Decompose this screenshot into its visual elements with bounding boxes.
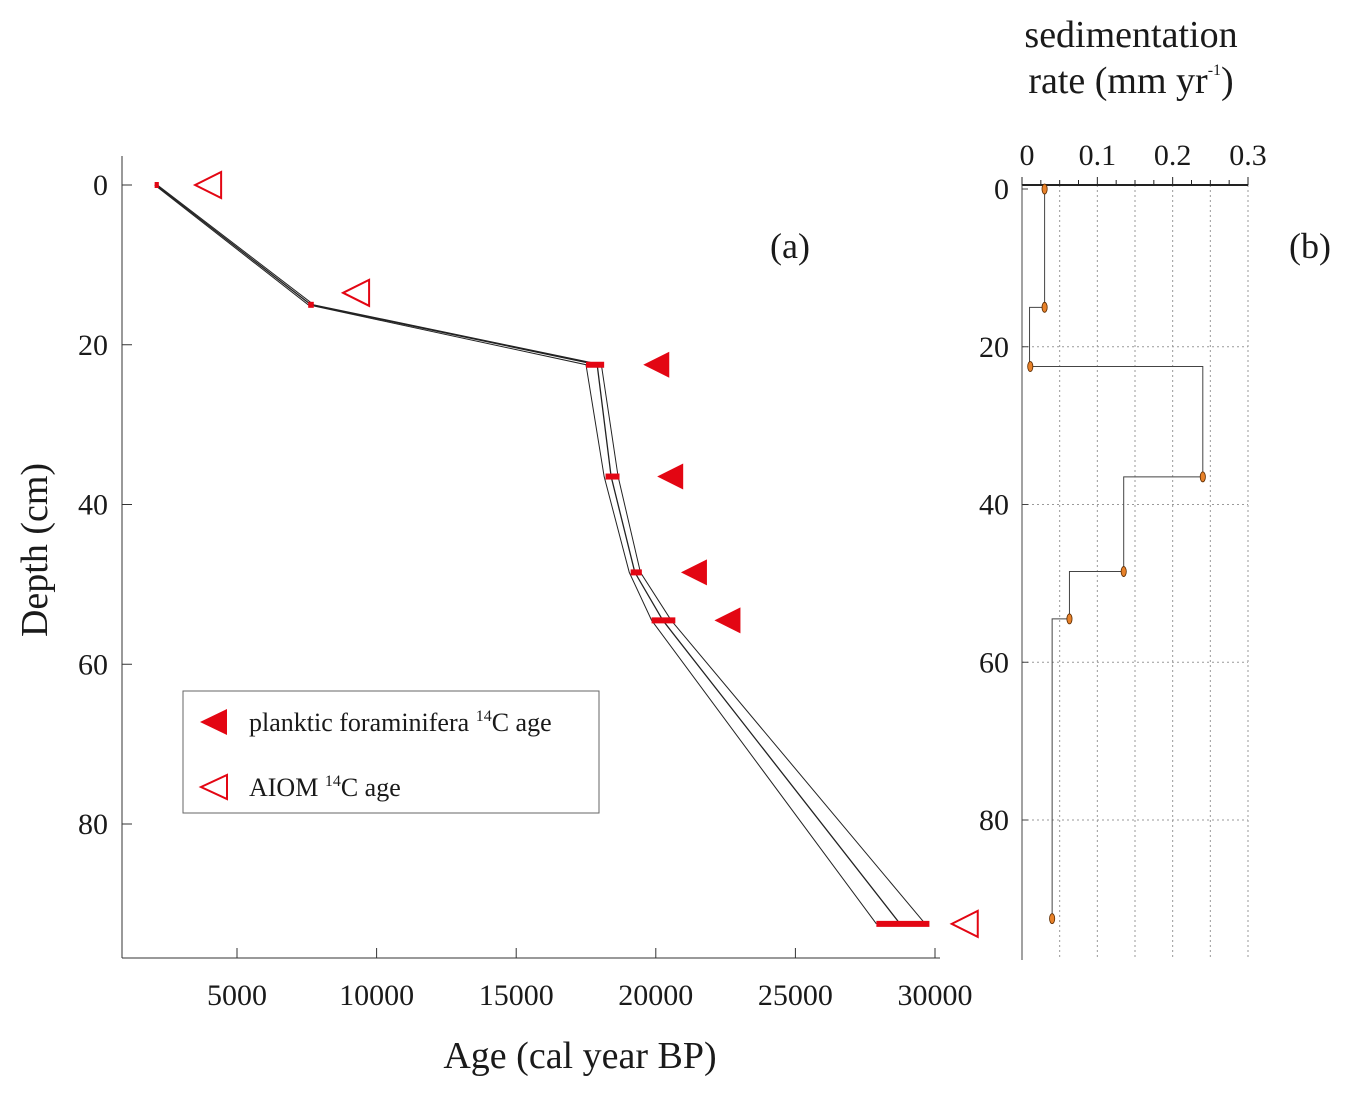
sedimentation-rate-point: [1199, 471, 1206, 483]
panel-b-grid: [1022, 185, 1249, 960]
sedimentation-rate-steps: [1029, 189, 1204, 919]
sedimentation-rate-point: [1027, 361, 1034, 372]
aiom-age-marker: [949, 909, 979, 939]
sedimentation-rate-line: [1029, 189, 1204, 919]
legend-marker-open-triangle: [198, 773, 228, 801]
x-tick-label: 30000: [898, 979, 973, 1012]
y-tick-label-b: 60: [979, 646, 1009, 679]
x-tick-label-b: 0.2: [1154, 139, 1192, 172]
panel-b: sedimentation rate (mm yr-1) 0 0.1 0.2 0.30…: [979, 14, 1331, 960]
x-tick-label-b: 0.1: [1079, 139, 1117, 172]
x-tick-label: 15000: [479, 979, 554, 1012]
planktic-age-marker: [643, 351, 670, 378]
y-tick-label: 60: [78, 648, 108, 681]
aiom-age-marker: [340, 278, 371, 308]
y-tick-label-b: 20: [979, 331, 1009, 364]
calibrated-age-ranges: [154, 182, 930, 927]
y-axis-title: Depth (cm): [14, 463, 56, 637]
y-tick-label: 20: [78, 329, 108, 362]
sedimentation-rate-point: [1049, 913, 1056, 924]
planktic-age-marker: [657, 463, 684, 490]
aiom-age-marker: [192, 170, 223, 200]
sedimentation-rate-point: [1041, 301, 1048, 313]
sedimentation-rate-point: [1120, 566, 1127, 577]
panel-a: 5000 10000 15000 20000 25000 30000 0 20 40 60 80 A…: [14, 156, 979, 1077]
x-tick-label-b: 0.3: [1229, 139, 1267, 172]
x-tick-label: 10000: [339, 979, 414, 1012]
panel-b-title: sedimentation: [1024, 14, 1237, 56]
legend-marker-filled-triangle: [200, 709, 227, 735]
planktic-age-marker: [714, 607, 741, 634]
x-tick-label: 5000: [207, 979, 267, 1012]
legend: planktic foraminifera 14C age AIOM 14C a…: [182, 690, 600, 814]
legend-box: [182, 690, 600, 814]
panel-b-axes: 0 0.1 0.2 0.3 0 20 40 60 80: [979, 139, 1267, 960]
planktic-age-marker: [680, 559, 707, 586]
legend-entry-aiom: AIOM 14C age: [249, 773, 401, 802]
x-axis-title: Age (cal year BP): [443, 1035, 716, 1077]
x-tick-label: 25000: [758, 979, 833, 1012]
x-tick-label-b: 0: [1020, 139, 1035, 172]
panel-a-axes: 5000 10000 15000 20000 25000 30000 0 20 40 60 80: [78, 156, 973, 1012]
sedimentation-rate-point: [1041, 183, 1048, 195]
sedimentation-rate-points: [1027, 183, 1206, 924]
x-tick-label: 20000: [618, 979, 693, 1012]
panel-b-title-line2: rate (mm yr-1): [1028, 60, 1233, 102]
y-tick-label-b: 40: [979, 489, 1009, 522]
panel-label-a: (a): [770, 226, 810, 266]
sedimentation-rate-point: [1066, 613, 1073, 625]
y-tick-label: 0: [93, 169, 108, 202]
y-tick-label-b: 0: [994, 173, 1009, 206]
age-markers: [192, 170, 979, 939]
y-tick-label-b: 80: [979, 804, 1009, 837]
y-tick-label: 80: [78, 808, 108, 841]
panel-label-b: (b): [1289, 226, 1331, 266]
legend-entry-planktic: planktic foraminifera 14C age: [249, 708, 552, 737]
y-tick-label: 40: [78, 489, 108, 522]
